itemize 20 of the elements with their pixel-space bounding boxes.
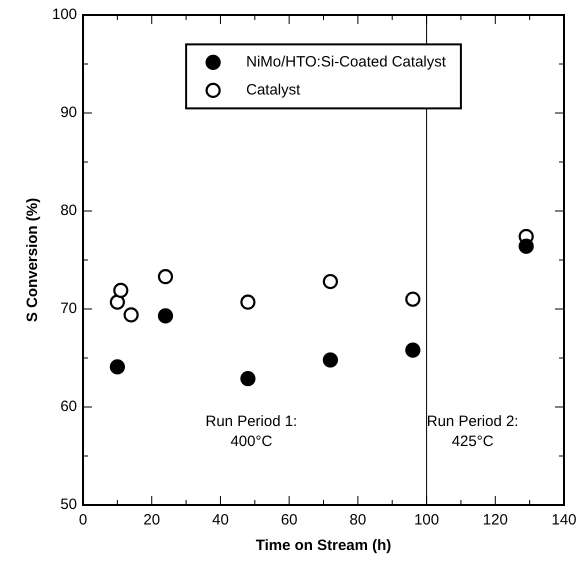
x-tick-label: 60 <box>280 512 298 529</box>
y-tick-label: 100 <box>52 6 78 24</box>
legend-label: Catalyst <box>246 82 302 99</box>
legend-label: NiMo/HTO:Si-Coated Catalyst <box>246 54 447 71</box>
x-tick-label: 0 <box>78 512 88 529</box>
x-axis-title: Time on Stream (h) <box>256 537 392 554</box>
y-axis-title: S Conversion (%) <box>24 198 42 322</box>
x-tick-label: 80 <box>350 512 366 529</box>
x-tick-label: 20 <box>143 512 160 529</box>
y-tick-label: 50 <box>60 496 78 514</box>
y-tick-label: 70 <box>60 300 78 318</box>
y-tick-label: 90 <box>60 104 78 122</box>
y-tick-label: 60 <box>60 398 78 416</box>
x-tick-label: 120 <box>482 512 508 529</box>
x-tick-label: 100 <box>414 512 440 529</box>
annotation: Run Period 1: 400°C <box>206 412 298 450</box>
x-tick-label: 140 <box>551 512 577 529</box>
y-tick-label: 80 <box>60 202 78 220</box>
x-tick-label: 40 <box>212 512 229 529</box>
annotation: Run Period 2: 425°C <box>426 412 518 450</box>
